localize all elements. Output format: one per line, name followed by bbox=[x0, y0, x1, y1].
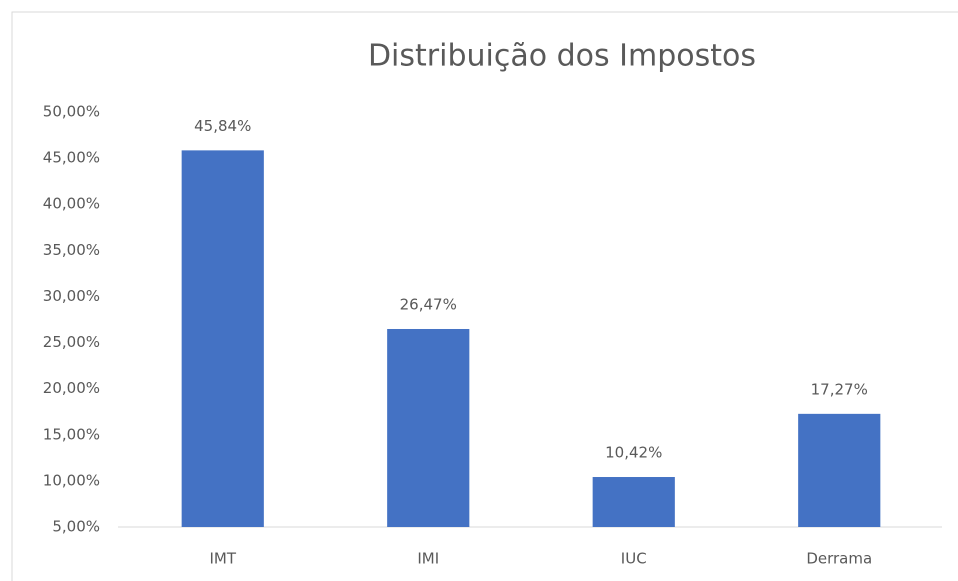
data-label: 17,27% bbox=[811, 380, 868, 398]
y-tick-label: 45,00% bbox=[43, 149, 100, 167]
x-tick-label: IMI bbox=[417, 550, 439, 568]
x-tick-label: IMT bbox=[209, 550, 236, 568]
y-tick-label: 15,00% bbox=[43, 425, 100, 443]
data-label: 45,84% bbox=[194, 117, 251, 135]
y-tick-label: 50,00% bbox=[43, 103, 100, 121]
x-tick-label: Derrama bbox=[806, 550, 872, 568]
bar bbox=[181, 150, 264, 527]
y-tick-label: 25,00% bbox=[43, 333, 100, 351]
bar bbox=[798, 413, 881, 527]
chart-frame bbox=[11, 11, 958, 581]
y-tick-label: 30,00% bbox=[43, 287, 100, 305]
x-tick-label: IUC bbox=[621, 550, 647, 568]
y-tick-label: 10,00% bbox=[43, 471, 100, 489]
chart-title: Distribuição dos Impostos bbox=[368, 39, 756, 74]
y-tick-label: 5,00% bbox=[52, 518, 100, 536]
bar bbox=[387, 328, 470, 527]
data-label: 26,47% bbox=[400, 295, 457, 313]
y-tick-label: 20,00% bbox=[43, 379, 100, 397]
bar bbox=[592, 477, 675, 527]
y-tick-label: 40,00% bbox=[43, 195, 100, 213]
y-tick-label: 35,00% bbox=[43, 241, 100, 259]
data-label: 10,42% bbox=[605, 444, 662, 462]
